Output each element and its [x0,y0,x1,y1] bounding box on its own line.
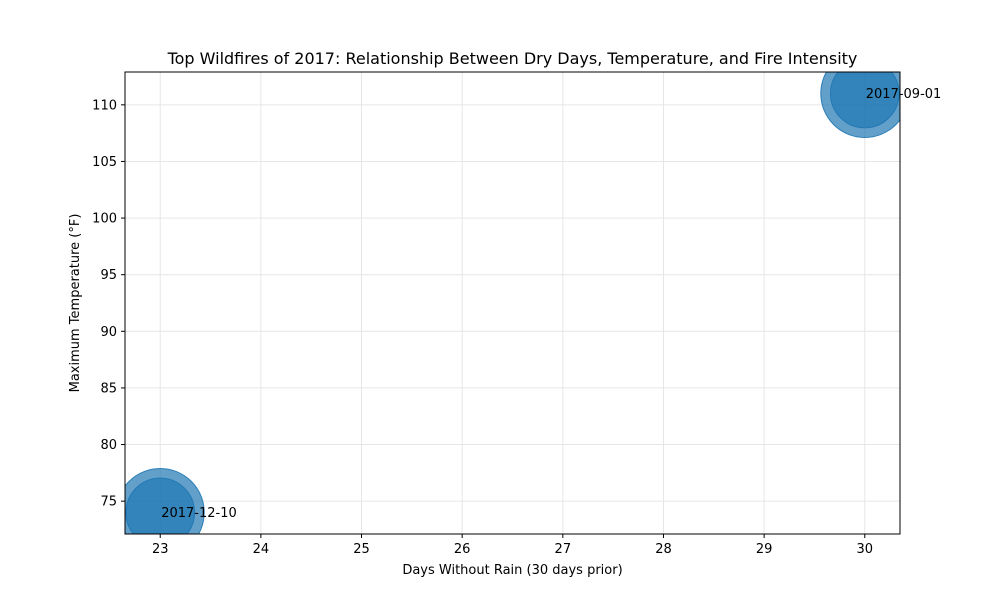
annotation-layer: 2017-12-10 2017-09-01 [161,87,941,521]
point-annotation: 2017-09-01 [866,87,942,102]
y-tick-label: 75 [100,495,117,510]
y-tick-label: 95 [100,268,117,283]
x-tick-label: 25 [353,542,370,557]
y-tick-label: 110 [92,98,117,113]
chart-title: Top Wildfires of 2017: Relationship Betw… [167,49,858,68]
grid-layer [125,72,900,534]
x-tick-label: 24 [253,542,270,557]
y-tick-label: 85 [100,381,117,396]
y-tick-label: 90 [100,325,117,340]
data-bubble [125,477,196,534]
y-axis-title: Maximum Temperature (°F) [68,214,83,393]
data-bubble [829,72,900,129]
plot-frame [124,71,901,535]
x-tick-label: 28 [655,542,672,557]
tick-layer: 23 24 25 26 27 28 29 30 75 80 85 90 95 100 105 110 [92,98,873,557]
x-tick-label: 23 [152,542,169,557]
y-tick-label: 105 [92,155,117,170]
y-tick-label: 80 [100,438,117,453]
x-tick-label: 29 [756,542,773,557]
point-annotation: 2017-12-10 [161,506,237,521]
y-tick-label: 100 [92,212,117,227]
x-tick-label: 26 [454,542,471,557]
x-tick-label: 30 [856,542,873,557]
x-axis-title: Days Without Rain (30 days prior) [402,563,622,578]
bubble-layer [125,72,900,534]
x-tick-label: 27 [555,542,572,557]
